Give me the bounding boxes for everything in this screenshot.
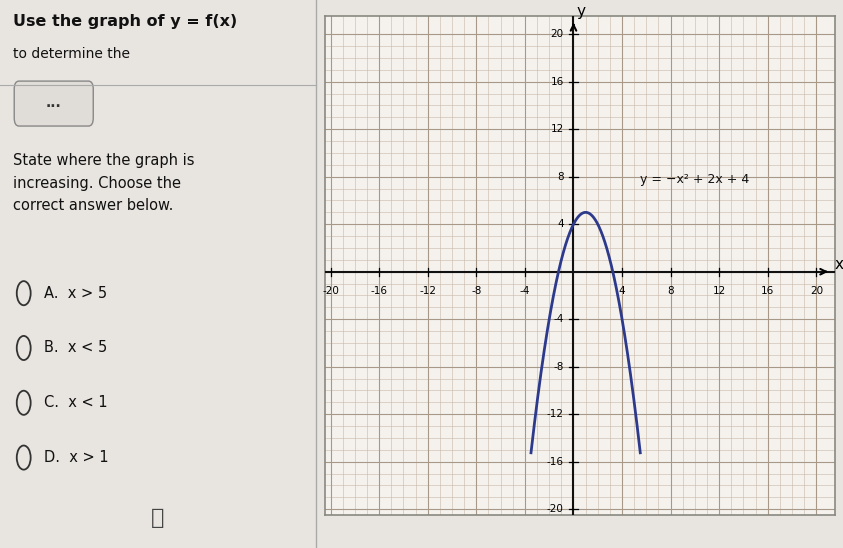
Text: ...: ...: [46, 96, 62, 110]
Text: x: x: [835, 257, 843, 272]
Text: -16: -16: [547, 456, 564, 467]
Text: 12: 12: [550, 124, 564, 134]
Text: -4: -4: [553, 314, 564, 324]
Text: B.  x < 5: B. x < 5: [45, 340, 108, 356]
Text: -4: -4: [520, 286, 530, 296]
Text: 4: 4: [557, 219, 564, 229]
Text: D.  x > 1: D. x > 1: [45, 450, 109, 465]
Text: 16: 16: [550, 77, 564, 87]
Text: y: y: [577, 4, 585, 19]
Text: A.  x > 5: A. x > 5: [45, 286, 107, 301]
Text: 16: 16: [761, 286, 775, 296]
Text: -8: -8: [553, 362, 564, 372]
Text: to determine the: to determine the: [13, 47, 130, 61]
Text: State where the graph is
increasing. Choose the
correct answer below.: State where the graph is increasing. Cho…: [13, 153, 194, 213]
Text: -16: -16: [371, 286, 388, 296]
Text: -12: -12: [547, 409, 564, 419]
Text: ⌖: ⌖: [152, 508, 164, 528]
Text: -20: -20: [547, 504, 564, 514]
Text: -8: -8: [471, 286, 481, 296]
Text: 12: 12: [712, 286, 726, 296]
Text: 20: 20: [550, 29, 564, 39]
FancyBboxPatch shape: [14, 81, 94, 126]
Text: 8: 8: [668, 286, 674, 296]
Text: -12: -12: [419, 286, 437, 296]
Text: -20: -20: [322, 286, 339, 296]
Text: 8: 8: [557, 172, 564, 182]
Text: Use the graph of y = f(x): Use the graph of y = f(x): [13, 14, 237, 28]
Text: y = −x² + 2x + 4: y = −x² + 2x + 4: [641, 173, 749, 186]
Text: 20: 20: [810, 286, 823, 296]
Text: C.  x < 1: C. x < 1: [45, 395, 108, 410]
Text: 4: 4: [619, 286, 626, 296]
